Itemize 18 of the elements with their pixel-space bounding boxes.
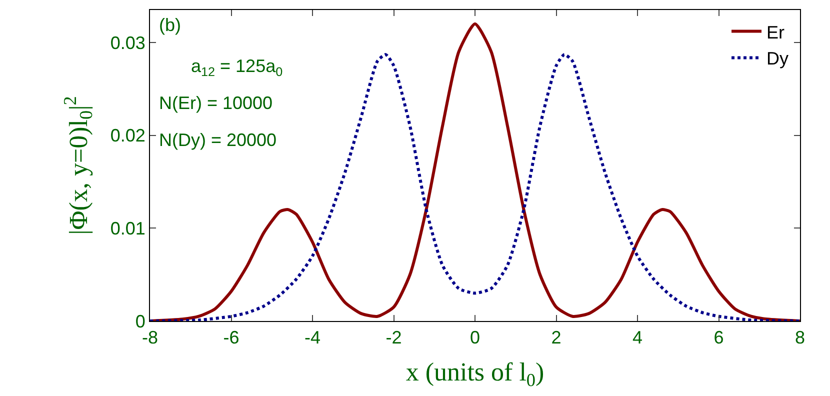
y-tick-label: 0.01 (110, 218, 146, 238)
x-tick-label: 8 (794, 328, 806, 348)
annotation: a$_{12}$ = 125a$_{0}$ (191, 56, 283, 79)
y-tick-label: 0.02 (110, 126, 146, 146)
x-tick-label: 6 (714, 328, 724, 348)
x-axis-title: x (units of l$_{0}$) (406, 357, 544, 390)
x-tick-label: 0 (470, 328, 480, 348)
x-tick-label: 4 (632, 328, 643, 348)
x-tick-label: -6 (223, 328, 240, 348)
x-tick-label: 2 (551, 328, 562, 348)
x-tick-label: -2 (386, 328, 402, 348)
annotation: N(Er) = 10000 (159, 93, 273, 113)
annotation: N(Dy) = 20000 (159, 130, 277, 150)
annotation: (b) (159, 15, 181, 35)
y-tick-label: 0.03 (110, 32, 146, 53)
legend-label: Er (766, 22, 785, 42)
legend-label: Dy (766, 48, 788, 69)
x-tick-label: -4 (304, 328, 321, 348)
